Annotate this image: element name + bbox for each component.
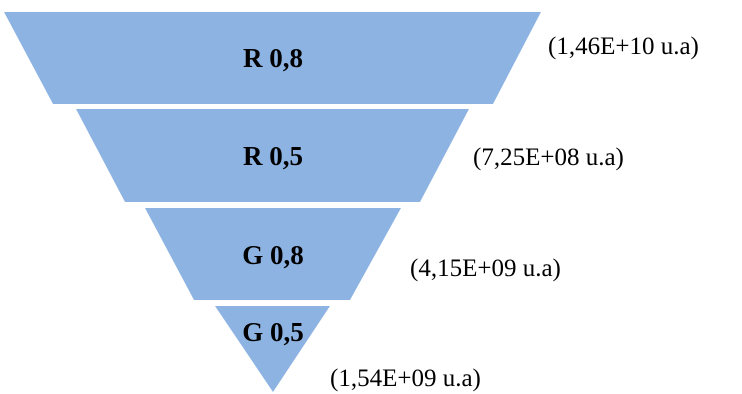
funnel-layer-value-g-0-5: (1,54E+09 u.a) <box>330 365 481 392</box>
funnel-layer-value-g-0-8: (4,15E+09 u.a) <box>410 255 561 282</box>
funnel-layer-r-0-8 <box>4 12 541 104</box>
funnel-layer-r-0-5 <box>76 109 469 202</box>
funnel-layer-label-g-0-5: G 0,5 <box>242 317 304 347</box>
funnel-layer-label-g-0-8: G 0,8 <box>242 240 304 270</box>
funnel-layer-g-0-8 <box>145 208 401 300</box>
funnel-layer-label-r-0-8: R 0,8 <box>243 43 303 73</box>
funnel-layer-g-0-5 <box>215 306 330 392</box>
funnel-layer-value-r-0-5: (7,25E+08 u.a) <box>473 144 624 171</box>
funnel-layer-label-r-0-5: R 0,5 <box>243 141 303 171</box>
funnel-layer-value-r-0-8: (1,46E+10 u.a) <box>548 33 699 60</box>
